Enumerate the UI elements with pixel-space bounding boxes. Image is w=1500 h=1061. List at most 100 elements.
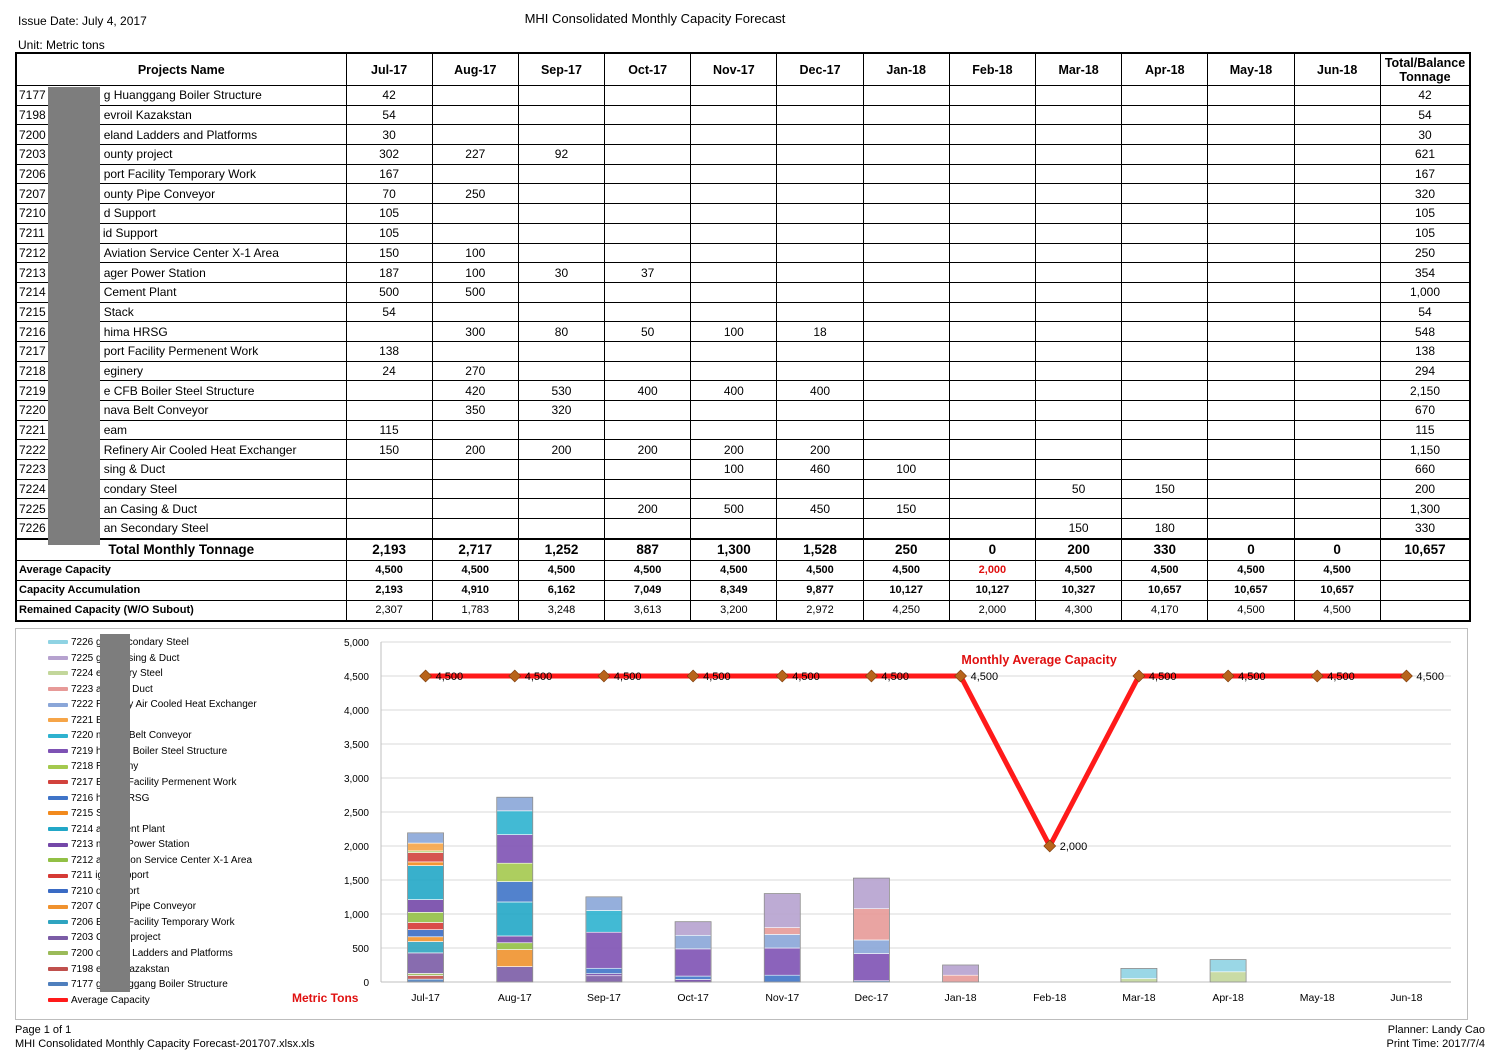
x-tick-label: Feb-18 xyxy=(1033,992,1066,1004)
bar-segment xyxy=(942,964,979,976)
legend-item: 7206 Export Facility Temporary Work xyxy=(48,917,235,929)
legend-label: 7222 Refinery Air Cooled Heat Exchanger xyxy=(71,699,257,711)
project-name: eland Ladders and Platforms xyxy=(103,127,258,142)
legend-label: 7213 mager Power Station xyxy=(71,839,190,851)
bar-segment xyxy=(407,936,444,942)
project-code: 7200 xyxy=(19,127,46,142)
legend-swatch xyxy=(48,640,68,645)
project-name: Aviation Service Center X-1 Area xyxy=(103,245,279,260)
average-capacity-data-label: 4,500 xyxy=(1238,671,1266,683)
month-value-cell: 180 xyxy=(1121,518,1209,540)
remained-capacity-row-cell: 2,307 xyxy=(345,599,433,622)
project-code: 7224 xyxy=(19,482,46,497)
total-cell: 294 xyxy=(1379,360,1471,382)
bar-outline xyxy=(1209,959,1247,983)
month-value-cell: 54 xyxy=(345,301,433,323)
table-row: 7222 Refinery Air Cooled Heat Exchanger 15… xyxy=(15,439,1471,461)
project-code: 7218 xyxy=(19,363,46,378)
print-time: Print Time: 2017/7/4 xyxy=(1386,1038,1485,1050)
capacity-accumulation-row-cell: 2,193 xyxy=(345,579,433,601)
remained-capacity-row-cell: 4,500 xyxy=(1207,599,1295,622)
x-tick-label: Apr-18 xyxy=(1212,992,1244,1004)
project-name: d Support xyxy=(103,206,156,221)
line-annotation: Monthly Average Capacity xyxy=(961,653,1116,667)
header-month: Sep-17 xyxy=(517,52,606,86)
average-capacity-marker xyxy=(1043,839,1057,853)
bar-segment xyxy=(407,941,444,954)
average-capacity-marker xyxy=(419,669,433,683)
chart-panel xyxy=(15,628,1468,1020)
project-name: Refinery Air Cooled Heat Exchanger xyxy=(103,442,297,457)
bar-outline xyxy=(942,964,979,983)
average-capacity-row-cell: 2,000 xyxy=(948,559,1037,581)
remained-capacity-row-label: Remained Capacity (W/O Subout) xyxy=(15,599,347,622)
capacity-accumulation-row-cell: 10,657 xyxy=(1207,579,1295,601)
x-tick-label: Oct-17 xyxy=(677,992,709,1004)
project-code: 7216 xyxy=(19,324,46,339)
legend-swatch xyxy=(48,920,68,925)
project-name: an Casing & Duct xyxy=(103,501,198,516)
bar-outline xyxy=(585,896,623,983)
header-month: May-18 xyxy=(1207,52,1295,86)
page-title: MHI Consolidated Monthly Capacity Foreca… xyxy=(524,11,786,26)
project-name: condary Steel xyxy=(103,482,178,497)
month-value-cell: 187 xyxy=(345,262,433,283)
legend-swatch xyxy=(48,749,68,754)
project-name: ounty project xyxy=(103,147,173,162)
bar-segment xyxy=(496,966,534,983)
capacity-accumulation-row-cell: 6,162 xyxy=(517,579,606,601)
x-tick-label: Jul-17 xyxy=(411,992,440,1004)
bar-segment xyxy=(763,947,801,976)
y-tick-label: 5,000 xyxy=(344,638,369,649)
table-row: 7207 ounty Pipe Conveyor 70 250 320 xyxy=(15,183,1471,205)
header-month: Aug-17 xyxy=(431,52,519,86)
legend-label: 7219 he CFB Boiler Steel Structure xyxy=(71,745,228,757)
bar-segment xyxy=(853,953,890,982)
average-capacity-marker xyxy=(775,669,789,683)
legend-swatch xyxy=(48,795,68,800)
legend-label: 7221 Beam xyxy=(71,714,123,726)
capacity-accumulation-row-label: Capacity Accumulation xyxy=(15,579,347,601)
bar-segment xyxy=(496,796,534,812)
legend-label: 7215 Stack xyxy=(71,808,122,820)
project-code: 7219 xyxy=(19,383,46,398)
project-name: an Secondary Steel xyxy=(103,521,209,536)
project-name: eam xyxy=(103,423,128,438)
remained-capacity-row-cell: 2,000 xyxy=(948,599,1037,622)
x-tick-label: Mar-18 xyxy=(1122,992,1155,1004)
project-code: 7198 xyxy=(19,108,46,123)
metric-tons-label: Metric Tons xyxy=(292,991,359,1005)
header-month: Feb-18 xyxy=(948,52,1037,86)
x-tick-label: Nov-17 xyxy=(765,992,799,1004)
bar-segment xyxy=(407,842,444,852)
bar-segment xyxy=(407,832,444,844)
bar-segment xyxy=(496,810,534,835)
table-row: 7223 sing & Duct 100 460 100 660 xyxy=(15,459,1471,480)
average-capacity-marker xyxy=(1310,669,1324,683)
month-value-cell: 150 xyxy=(345,439,433,461)
legend-swatch xyxy=(48,935,68,940)
legend-swatch xyxy=(48,655,68,660)
bar-segment xyxy=(674,921,712,936)
bar-segment xyxy=(763,893,801,928)
legend-swatch xyxy=(48,733,68,738)
legend-swatch xyxy=(48,687,68,691)
bar-segment xyxy=(674,975,712,980)
remained-capacity-row-cell: 2,972 xyxy=(776,599,864,622)
project-code: 7220 xyxy=(19,403,46,418)
project-code: 7213 xyxy=(19,265,46,280)
y-tick-label: 4,000 xyxy=(344,706,369,717)
total-cell: 2,150 xyxy=(1379,380,1471,401)
legend-swatch xyxy=(48,764,68,769)
table-row: 7213 ager Power Station 187 100 30 37 354 xyxy=(15,262,1471,283)
x-tick-label: May-18 xyxy=(1300,992,1335,1004)
project-code: 7207 xyxy=(19,186,46,201)
average-capacity-row: Average Capacity 4,500 4,500 4,500 4,500 4,50… xyxy=(15,559,1471,581)
bar-segment xyxy=(853,877,890,909)
bar-segment xyxy=(496,942,534,950)
average-capacity-marker xyxy=(1221,669,1235,683)
issue-date: Issue Date: July 4, 2017 xyxy=(18,14,147,28)
y-tick-label: 2,000 xyxy=(344,842,369,853)
header-month: Nov-17 xyxy=(690,52,778,86)
total-cell: 670 xyxy=(1379,400,1471,421)
